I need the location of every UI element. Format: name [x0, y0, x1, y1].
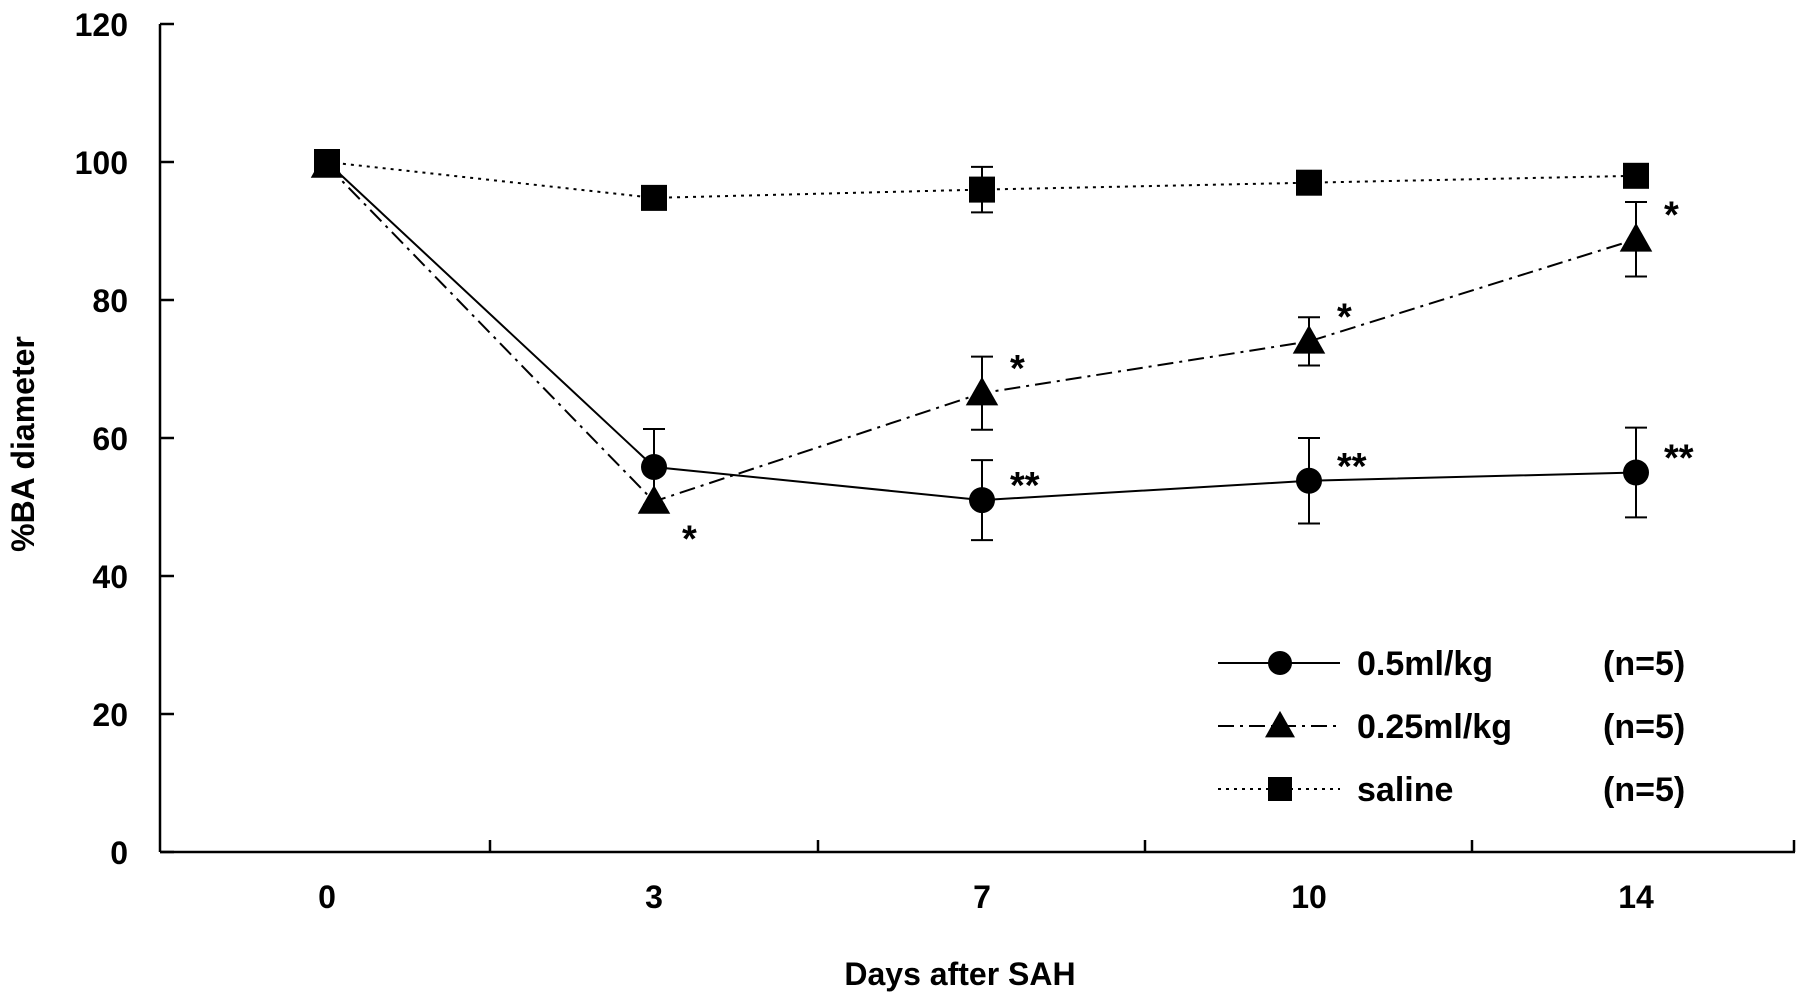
data-point — [641, 184, 667, 211]
legend-item: 0.5ml/kg (n=5) — [1218, 645, 1685, 683]
y-tick-label: 0 — [110, 835, 128, 871]
legend-label: saline — [1357, 771, 1453, 809]
data-point — [1623, 459, 1649, 486]
legend: 0.5ml/kg (n=5) 0.25ml/kg (n=5) saline (n=5) — [1218, 645, 1685, 809]
significance-label: * — [1010, 348, 1025, 390]
data-point — [965, 376, 999, 406]
data-point — [1619, 222, 1653, 252]
series-layer: ****** ** ** — [310, 149, 1694, 560]
significance-label: * — [1337, 296, 1352, 338]
y-tick-label: 20 — [92, 697, 128, 733]
y-tick-label: 60 — [92, 421, 128, 457]
significance-label: ** — [1010, 465, 1040, 507]
legend-item: saline (n=5) — [1218, 771, 1685, 809]
y-tick-label: 100 — [75, 145, 128, 181]
data-point — [969, 487, 995, 514]
legend-item: 0.25ml/kg (n=5) — [1218, 708, 1685, 746]
series-triangle: **** — [310, 149, 1679, 560]
axes: 0 20 40 60 80 100 120 0 3 7 10 14 — [75, 7, 1796, 915]
x-tick-label: 3 — [645, 879, 663, 915]
legend-n-label: (n=5) — [1603, 645, 1685, 683]
data-point — [1296, 467, 1322, 494]
legend-label: 0.5ml/kg — [1357, 645, 1493, 683]
x-tick-label: 14 — [1618, 879, 1654, 915]
legend-label: 0.25ml/kg — [1357, 708, 1512, 746]
data-point — [1623, 162, 1649, 189]
data-point — [1292, 325, 1326, 354]
y-tick-label: 40 — [92, 559, 128, 595]
series-circle: ** ** ** — [314, 149, 1694, 542]
significance-label: * — [682, 518, 697, 560]
significance-label: * — [1664, 194, 1679, 236]
legend-marker — [1268, 651, 1292, 675]
y-axis-title: %BA diameter — [5, 336, 41, 552]
data-point — [641, 453, 667, 480]
y-tick-label: 120 — [75, 7, 128, 43]
significance-label: ** — [1337, 446, 1367, 488]
y-tick-label: 80 — [92, 283, 128, 319]
significance-label: ** — [1664, 438, 1694, 480]
x-tick-label: 7 — [973, 879, 991, 915]
legend-n-label: (n=5) — [1603, 708, 1685, 746]
series-square — [314, 149, 1649, 214]
series-line — [326, 164, 1637, 503]
legend-marker — [1268, 777, 1292, 801]
data-point — [314, 149, 340, 175]
legend-n-label: (n=5) — [1603, 771, 1685, 809]
data-point — [969, 176, 995, 203]
x-tick-label: 10 — [1291, 879, 1327, 915]
x-tick-label: 0 — [318, 879, 336, 915]
legend-marker — [1265, 710, 1295, 738]
data-point — [1296, 169, 1322, 196]
x-axis-title: Days after SAH — [844, 956, 1075, 992]
